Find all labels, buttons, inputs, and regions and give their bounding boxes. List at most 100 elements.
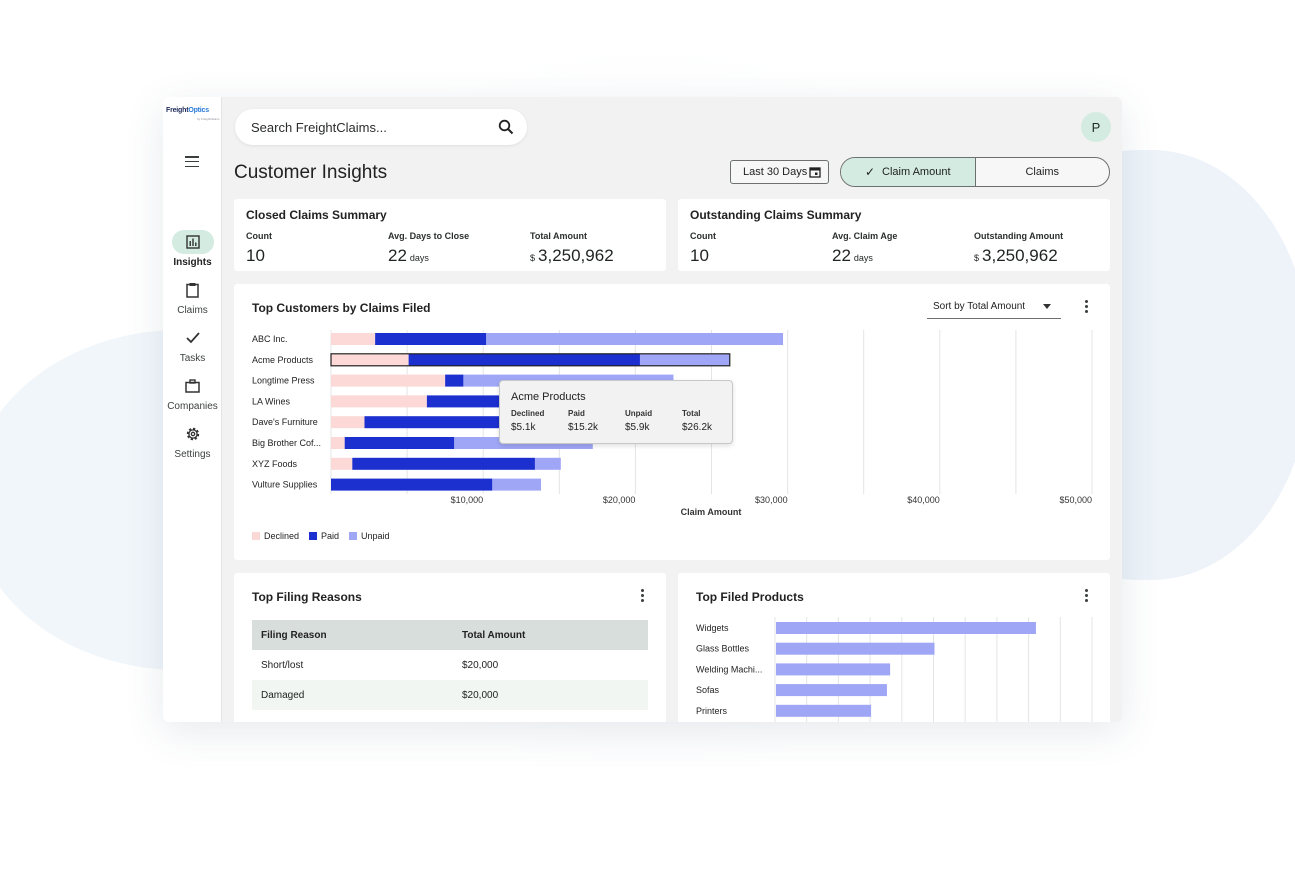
sidebar-item-label: Companies: [167, 401, 218, 412]
date-range-button[interactable]: Last 30 Days: [730, 160, 829, 184]
sidebar-item-label: Settings: [174, 449, 211, 460]
reason-cell: Short/lost: [261, 659, 304, 671]
toggle-label: Claim Amount: [882, 166, 951, 178]
app-logo[interactable]: FreightOptics: [166, 107, 209, 114]
column-header[interactable]: Total Amount: [453, 620, 648, 650]
tooltip-title: Acme Products: [511, 391, 586, 403]
legend-item-paid: Paid: [309, 531, 339, 541]
category-label: Dave's Furniture: [252, 417, 318, 427]
declined-bar: [331, 457, 353, 470]
tooltip-total: Total $26.2k: [682, 409, 713, 433]
search-input[interactable]: [251, 118, 491, 136]
avatar[interactable]: P: [1081, 112, 1111, 142]
category-label: Glass Bottles: [696, 644, 750, 654]
declined-bar: [331, 437, 345, 449]
category-label: LA Wines: [252, 396, 291, 406]
avg-days-value: 22 days: [388, 246, 429, 265]
filing-reasons-table: Filing Reason Total Amount Short/lost $2…: [252, 620, 648, 710]
declined-bar: [331, 374, 446, 387]
card-title: Outstanding Claims Summary: [690, 208, 862, 222]
sidebar-item-settings[interactable]: Settings: [163, 422, 222, 460]
paid-bar: [375, 333, 487, 345]
paid-bar: [344, 437, 455, 449]
sidebar-item-companies[interactable]: Companies: [163, 374, 222, 412]
legend-item-unpaid: Unpaid: [349, 531, 390, 541]
card-title: Top Filed Products: [696, 590, 804, 604]
table-row[interactable]: Damaged $20,000: [252, 680, 648, 710]
more-options-icon[interactable]: [1083, 589, 1089, 605]
product-bar: [776, 684, 887, 697]
x-tick-label: $30,000: [755, 495, 788, 505]
declined-bar: [331, 395, 427, 408]
unpaid-bar: [639, 353, 730, 366]
card-title: Top Filing Reasons: [252, 590, 362, 604]
tooltip-declined: Declined $5.1k: [511, 409, 545, 433]
card-title: Top Customers by Claims Filed: [252, 301, 431, 315]
sidebar: FreightOptics by FreightClaims Insights …: [163, 97, 222, 722]
legend-swatch: [349, 532, 358, 540]
paid-bar: [331, 478, 493, 491]
sidebar-item-label: Tasks: [179, 353, 206, 364]
x-axis-label: Claim Amount: [681, 507, 742, 517]
legend-swatch: [309, 532, 318, 540]
count-label: Count: [246, 231, 272, 241]
top-filing-reasons-card: Top Filing Reasons Filing Reason Total A…: [234, 573, 666, 722]
more-options-icon[interactable]: [639, 589, 645, 605]
column-header[interactable]: Filing Reason: [252, 620, 453, 650]
avg-days-label: Avg. Days to Close: [388, 231, 470, 241]
x-tick-label: $10,000: [451, 495, 484, 505]
avg-age-value: 22 days: [832, 246, 873, 265]
x-tick-label: $20,000: [603, 495, 636, 505]
sort-select[interactable]: Sort by Total Amount: [927, 295, 1061, 319]
unpaid-bar: [486, 333, 784, 345]
sidebar-item-claims[interactable]: Claims: [163, 278, 222, 316]
toggle-claims[interactable]: Claims: [976, 158, 1110, 186]
category-label: XYZ Foods: [252, 459, 298, 469]
closed-claims-summary-card: Closed Claims Summary Count 10 Avg. Days…: [234, 199, 666, 271]
top-customers-card: Top Customers by Claims Filed Sort by To…: [234, 284, 1110, 560]
total-amount-value: $3,250,962: [530, 246, 614, 265]
toggle-claim-amount[interactable]: ✓ Claim Amount: [841, 158, 976, 186]
briefcase-icon: [185, 379, 200, 393]
product-bar: [776, 704, 872, 717]
amount-cell: $20,000: [462, 659, 499, 671]
avg-age-label: Avg. Claim Age: [832, 231, 898, 241]
more-options-icon[interactable]: [1083, 300, 1089, 316]
calendar-icon: [809, 167, 821, 178]
x-tick-label: $40,000: [907, 495, 940, 505]
hamburger-icon[interactable]: [185, 156, 199, 168]
caret-down-icon: [1043, 304, 1051, 309]
outstanding-claims-summary-card: Outstanding Claims Summary Count 10 Avg.…: [678, 199, 1110, 271]
product-bar: [776, 663, 891, 676]
sort-label: Sort by Total Amount: [933, 301, 1026, 312]
paid-bar: [445, 374, 464, 387]
highlight-outline: [330, 353, 731, 367]
page-title: Customer Insights: [234, 162, 388, 183]
search-icon[interactable]: [498, 119, 514, 135]
category-label: Big Brother Cof...: [252, 438, 321, 448]
tooltip-unpaid: Unpaid $5.9k: [625, 409, 653, 433]
count-label: Count: [690, 231, 716, 241]
outstanding-amount-value: $3,250,962: [974, 246, 1058, 265]
gear-icon: [186, 427, 199, 441]
outstanding-amount-label: Outstanding Amount: [974, 231, 1064, 241]
paid-bar: [352, 457, 535, 470]
sidebar-item-insights[interactable]: Insights: [163, 230, 222, 268]
date-range-label: Last 30 Days: [743, 166, 808, 178]
product-bar: [776, 642, 935, 655]
table-header: Filing Reason Total Amount: [252, 620, 648, 650]
count-value: 10: [246, 246, 265, 265]
sidebar-item-tasks[interactable]: Tasks: [163, 326, 222, 364]
table-row[interactable]: Short/lost $20,000: [252, 650, 648, 680]
chart-legend: Declined Paid Unpaid: [252, 531, 390, 541]
count-value: 10: [690, 246, 709, 265]
category-label: Acme Products: [252, 355, 314, 365]
unpaid-bar: [534, 457, 561, 470]
sidebar-item-label: Claims: [177, 305, 208, 316]
tooltip-paid: Paid $15.2k: [568, 409, 599, 433]
app-window: FreightOptics by FreightClaims Insights …: [163, 97, 1122, 722]
legend-item-declined: Declined: [252, 531, 299, 541]
search-bar: [235, 109, 527, 145]
product-bar: [776, 622, 1036, 634]
category-label: Sofas: [696, 685, 720, 695]
